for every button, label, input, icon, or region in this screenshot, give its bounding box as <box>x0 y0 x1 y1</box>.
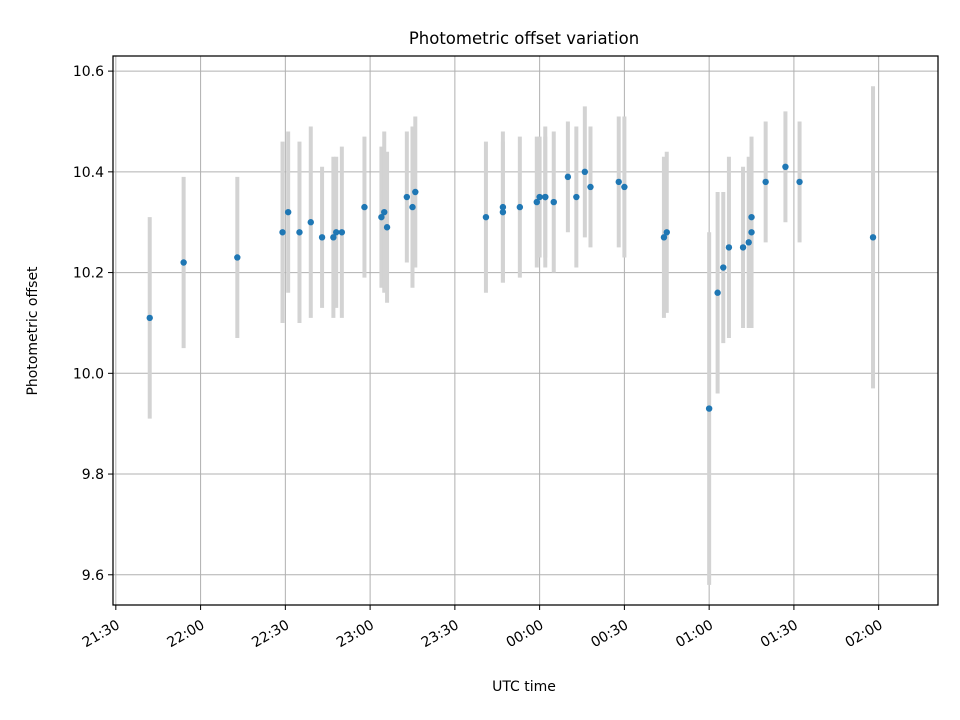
data-point <box>550 198 557 206</box>
y-tick-label: 9.6 <box>82 568 104 584</box>
y-tick-label: 10.6 <box>73 64 104 80</box>
data-point <box>409 203 416 211</box>
y-axis-label: Photometric offset <box>25 266 41 396</box>
data-point <box>284 208 292 216</box>
data-point <box>762 178 769 186</box>
data-point <box>412 188 419 196</box>
data-point <box>482 213 490 221</box>
data-point <box>720 264 727 271</box>
data-point <box>296 229 303 236</box>
data-point <box>338 229 346 236</box>
data-point <box>725 244 733 251</box>
data-point <box>615 178 622 186</box>
data-point <box>869 234 877 241</box>
data-point <box>330 234 337 241</box>
plot-frame <box>112 55 939 606</box>
data-point <box>279 229 286 236</box>
x-axis-label: UTC time <box>492 679 556 695</box>
data-point <box>739 244 747 251</box>
data-point <box>621 183 628 191</box>
data-point <box>581 168 589 176</box>
chart-title: Photometric offset variation <box>409 29 639 48</box>
data-point <box>403 193 411 201</box>
data-point <box>381 208 388 216</box>
data-point <box>714 289 721 296</box>
data-point <box>587 183 594 191</box>
y-tick-label: 10.2 <box>73 266 104 282</box>
data-point <box>499 208 507 216</box>
data-point <box>318 234 326 241</box>
data-point <box>361 203 368 211</box>
data-point <box>796 178 803 186</box>
data-point <box>378 213 385 221</box>
data-point <box>748 229 755 236</box>
y-tick-label: 10.0 <box>73 366 104 382</box>
y-tick-label: 10.4 <box>73 165 104 181</box>
data-point <box>542 193 549 201</box>
data-point <box>564 173 572 181</box>
data-point <box>516 203 524 211</box>
data-point <box>745 239 752 246</box>
data-points <box>146 163 877 412</box>
data-point <box>705 405 713 412</box>
data-point <box>307 219 314 226</box>
data-point <box>663 229 670 236</box>
data-point <box>748 213 755 221</box>
data-point <box>782 163 789 171</box>
data-point <box>660 234 668 241</box>
data-point <box>533 198 541 206</box>
data-point <box>573 193 580 201</box>
data-point <box>383 224 391 231</box>
y-tick-label: 9.8 <box>82 467 104 483</box>
data-point <box>146 314 153 322</box>
data-point <box>234 254 241 261</box>
data-point <box>333 229 340 236</box>
data-point <box>180 259 187 266</box>
data-point <box>536 193 543 201</box>
y-axis-ticks: 9.6 9.8 10.0 10.2 10.4 10.6 <box>73 64 113 584</box>
data-point <box>499 203 507 211</box>
